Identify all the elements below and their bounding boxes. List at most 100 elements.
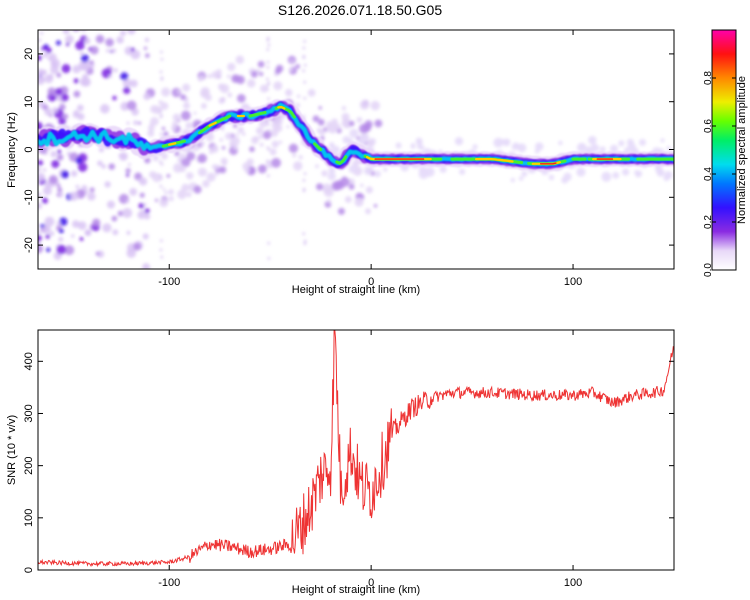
noise-blob [98, 146, 105, 153]
noise-blob [65, 42, 70, 47]
noise-blob [57, 149, 62, 154]
noise-blob [49, 114, 53, 118]
noise-blob [147, 129, 155, 137]
noise-blob [138, 203, 145, 209]
noise-streak [267, 174, 270, 178]
noise-blob [271, 140, 279, 148]
noise-blob [290, 59, 294, 63]
noise-blob [259, 72, 264, 77]
noise-blob [122, 207, 133, 218]
noise-streak [303, 172, 307, 175]
noise-streak [267, 257, 271, 260]
colorbar-ticks: 0.0 0.2 0.4 0.6 0.8 [703, 71, 736, 277]
noise-halo [639, 138, 647, 146]
noise-blob [84, 229, 92, 237]
noise-blob [185, 122, 193, 130]
noise-blob [97, 160, 103, 166]
noise-blob [142, 263, 151, 269]
noise-blob [122, 155, 127, 159]
spectrogram-y-label: Frequency (Hz) [6, 112, 18, 188]
noise-streak [302, 46, 306, 50]
noise-blob [235, 55, 245, 64]
noise-halo [563, 172, 572, 181]
noise-blob [130, 47, 135, 52]
noise-halo [418, 165, 427, 174]
noise-streak [159, 185, 163, 188]
noise-blob [38, 159, 44, 166]
snr-y-label: SNR (10 * v/v) [6, 415, 18, 485]
noise-blob [160, 102, 169, 111]
noise-streak [266, 60, 270, 64]
noise-blob [42, 168, 47, 172]
noise-blob [278, 140, 283, 144]
snr-x-label: Height of straight line (km) [292, 584, 420, 596]
noise-blob [168, 189, 174, 195]
noise-blob [89, 60, 94, 65]
noise-blob [233, 144, 239, 150]
noise-streak [266, 159, 269, 163]
noise-blob [145, 53, 150, 58]
noise-blob [111, 215, 118, 222]
noise-blob [47, 73, 54, 80]
noise-blob [58, 236, 64, 242]
noise-blob [41, 69, 47, 75]
noise-halo [626, 138, 634, 146]
noise-blob [362, 123, 372, 132]
noise-streak [302, 232, 305, 235]
noise-blob [120, 30, 127, 37]
noise-blob [143, 46, 148, 51]
snr-y-tick-label: 100 [23, 509, 35, 527]
noise-halo [588, 135, 597, 145]
noise-blob [197, 167, 207, 177]
noise-blob [117, 210, 124, 217]
noise-blob [354, 197, 364, 207]
noise-blob [370, 100, 380, 111]
noise-blob [293, 161, 303, 171]
noise-blob [193, 111, 197, 115]
noise-blob [180, 157, 191, 168]
noise-blob [295, 102, 301, 108]
noise-blob [179, 165, 186, 173]
noise-halo [359, 133, 369, 144]
snr-x-ticks: -100 0 100 [158, 330, 582, 589]
noise-blob [50, 151, 57, 158]
noise-blob [232, 123, 238, 128]
noise-streak [159, 132, 163, 136]
noise-blob [217, 83, 225, 91]
noise-blob [319, 129, 326, 136]
noise-blob [154, 198, 159, 202]
noise-blob [50, 58, 61, 69]
noise-blob [291, 153, 297, 158]
noise-blob [89, 187, 95, 193]
noise-blob [143, 213, 151, 220]
noise-blob [105, 38, 114, 47]
noise-blob [106, 200, 116, 209]
noise-blob [112, 95, 117, 101]
noise-halo [635, 172, 641, 178]
noise-blob [172, 113, 181, 122]
noise-blob [200, 89, 209, 99]
spectrogram-y-ticks: -20 -10 0 10 20 [23, 48, 674, 253]
noise-streak [159, 174, 162, 177]
noise-blob [174, 151, 180, 157]
noise-streak [302, 56, 306, 59]
noise-streak [160, 50, 163, 54]
colorbar-tick-label: 0.8 [703, 71, 714, 85]
noise-blob [73, 90, 81, 98]
noise-blob [118, 154, 122, 158]
noise-blob [79, 51, 84, 56]
noise-blob [71, 220, 80, 228]
noise-blob [81, 185, 88, 191]
noise-blob [130, 49, 141, 60]
noise-blob [295, 64, 301, 69]
noise-blob [215, 164, 221, 170]
noise-halo [601, 171, 612, 182]
noise-halo [327, 172, 336, 181]
noise-blob [164, 191, 168, 195]
noise-blob [150, 105, 159, 114]
noise-halo [371, 138, 376, 144]
noise-streak [266, 77, 269, 81]
noise-blob [104, 181, 111, 188]
noise-blob [318, 106, 322, 110]
